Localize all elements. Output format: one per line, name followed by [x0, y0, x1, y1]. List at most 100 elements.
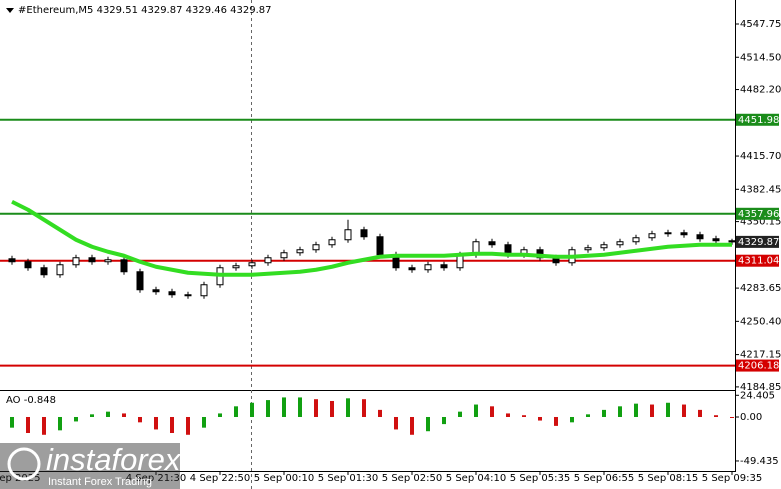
- oscillator-bar: [74, 416, 78, 422]
- x-tick-label: 4 Sep 22:50: [190, 473, 250, 484]
- oscillator-bar: [474, 404, 478, 417]
- candle-body: [184, 294, 192, 297]
- oscillator-bar: [554, 416, 558, 426]
- oscillator-bar: [570, 416, 574, 423]
- watermark-brand: instaforex: [46, 442, 182, 477]
- candle-body: [296, 249, 304, 254]
- candle-body: [72, 257, 80, 266]
- osc-y-tick-label: -49.435: [740, 456, 779, 467]
- oscillator-bar: [506, 413, 510, 417]
- level-label: 4206.18: [738, 361, 779, 372]
- x-tick-label: 5 Sep 04:10: [446, 473, 506, 484]
- level-label: 4311.04: [738, 256, 779, 267]
- oscillator-bar: [458, 411, 462, 417]
- candle-body: [280, 252, 288, 259]
- oscillator-bar: [346, 398, 350, 417]
- candle-body: [232, 265, 240, 269]
- oscillator-bar: [730, 416, 734, 418]
- oscillator-bar: [282, 397, 286, 417]
- level-label: 4357.96: [738, 209, 779, 220]
- oscillator-bar: [394, 416, 398, 430]
- oscillator-bar: [202, 416, 206, 428]
- oscillator-title: AO -0.848: [6, 395, 56, 406]
- candle-body: [24, 261, 32, 269]
- y-tick-label: 4382.45: [740, 184, 781, 195]
- oscillator-bar: [218, 413, 222, 417]
- candle-body: [360, 229, 368, 238]
- candle-body: [408, 267, 416, 271]
- candle-body: [680, 232, 688, 236]
- level-label-box: [736, 207, 779, 220]
- oscillator-bar: [666, 402, 670, 417]
- oscillator-bar: [266, 400, 270, 417]
- candle-body: [376, 236, 384, 256]
- moving-average: [11, 199, 732, 277]
- candle-body: [152, 289, 160, 293]
- x-tick-label: 4 Sep 21:30: [126, 473, 186, 484]
- level-label-box: [736, 359, 779, 372]
- y-tick-label: 4514.50: [740, 52, 781, 63]
- y-tick-label: 4184.85: [740, 382, 781, 393]
- candle-body: [200, 284, 208, 297]
- oscillator-bar: [10, 416, 14, 428]
- chart-header: #Ethereum,M5 4329.51 4329.87 4329.46 432…: [18, 5, 272, 16]
- oscillator-bar: [42, 416, 46, 435]
- oscillator-bar: [314, 399, 318, 417]
- oscillator-bar: [250, 402, 254, 417]
- y-tick-label: 4415.70: [740, 151, 781, 162]
- candle-body: [440, 264, 448, 269]
- oscillator-bar: [138, 416, 142, 423]
- menu-arrow: [6, 8, 14, 13]
- candle-body: [312, 244, 320, 251]
- y-tick-label: 4217.15: [740, 350, 781, 361]
- candle-body: [616, 241, 624, 246]
- candle-body: [56, 264, 64, 276]
- x-tick-label: 5 Sep 01:30: [318, 473, 378, 484]
- last-price-label: 4329.87: [738, 237, 779, 248]
- candle-body: [168, 291, 176, 296]
- oscillator-bar: [538, 416, 542, 421]
- oscillator-bar: [682, 404, 686, 417]
- oscillator-bar: [410, 416, 414, 435]
- candle-body: [664, 232, 672, 235]
- oscillator-bar: [330, 400, 334, 417]
- candle-body: [584, 247, 592, 251]
- candle-body: [248, 262, 256, 267]
- oscillator-bar: [618, 406, 622, 417]
- oscillator-bar: [362, 399, 366, 417]
- y-tick-label: 4283.65: [740, 283, 781, 294]
- level-label-box: [736, 254, 779, 267]
- candle-body: [264, 257, 272, 264]
- oscillator-bar: [522, 415, 526, 417]
- y-tick-label: 4482.20: [740, 85, 781, 96]
- candle-body: [600, 244, 608, 249]
- oscillator-bar: [122, 413, 126, 417]
- y-tick-label: 4350.15: [740, 217, 781, 228]
- oscillator-bar: [154, 416, 158, 430]
- y-tick-label: 4547.75: [740, 19, 781, 30]
- oscillator-bar: [378, 409, 382, 417]
- x-tick-label: 5 Sep 00:10: [254, 473, 314, 484]
- osc-y-tick-label: 0.00: [740, 412, 762, 423]
- oscillator-bar: [650, 404, 654, 417]
- candle-body: [648, 233, 656, 239]
- level-label-box: [736, 113, 779, 126]
- oscillator-bar: [186, 416, 190, 435]
- candle-body: [136, 271, 144, 291]
- oscillator-bar: [90, 414, 94, 417]
- oscillator-bar: [58, 416, 62, 431]
- osc-y-tick-label: 24.405: [740, 390, 775, 401]
- watermark-tagline: Instant Forex Trading: [48, 476, 152, 488]
- candle-body: [88, 257, 96, 263]
- x-tick-label: 5 Sep 05:35: [510, 473, 570, 484]
- candle-body: [728, 240, 736, 243]
- candle-body: [632, 237, 640, 243]
- oscillator-bar: [106, 411, 110, 417]
- x-tick-label: 5 Sep 02:50: [382, 473, 442, 484]
- level-label: 4451.98: [738, 115, 779, 126]
- y-tick-label: 4250.40: [740, 316, 781, 327]
- watermark: instaforex Instant Forex Trading: [0, 442, 182, 489]
- candle-body: [8, 258, 16, 263]
- oscillator-bar: [698, 409, 702, 417]
